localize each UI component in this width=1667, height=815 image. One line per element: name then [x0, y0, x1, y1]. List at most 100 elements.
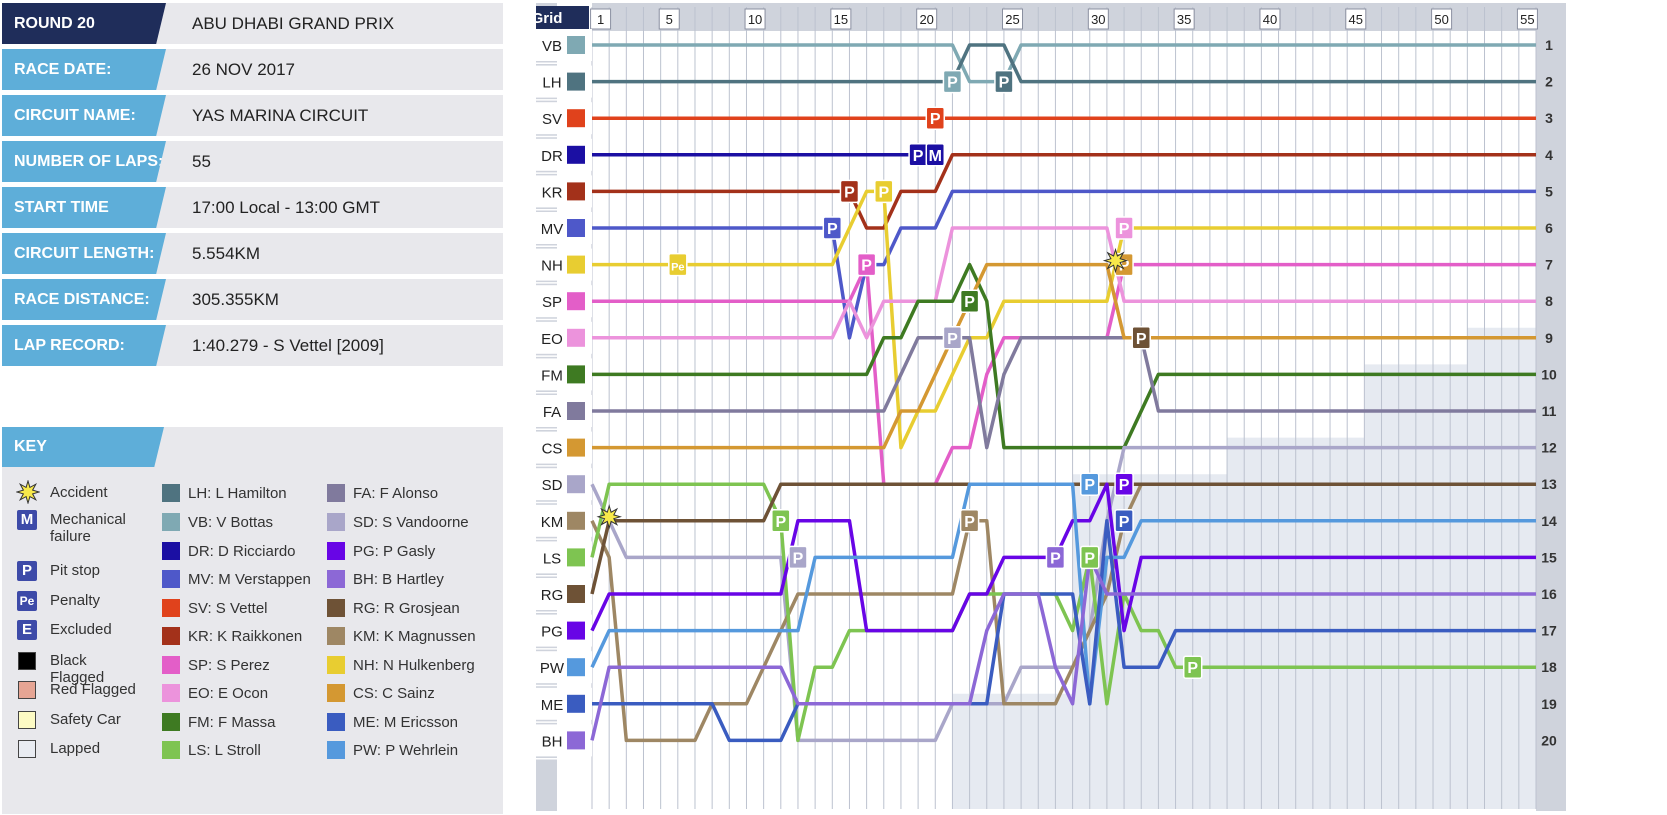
- accident-star-icon: [1102, 247, 1129, 274]
- marker-box: [959, 289, 980, 313]
- driver-swatch: [327, 542, 345, 560]
- lap-tick-box: [744, 8, 766, 30]
- marker-p: P: [874, 179, 894, 204]
- driver-swatch: [327, 570, 345, 588]
- marker-p: P: [1079, 472, 1100, 496]
- marker-label: P: [1119, 514, 1130, 531]
- lap-tick-box: [830, 8, 852, 30]
- driver-swatch: [162, 627, 180, 645]
- key-label: Safety Car: [50, 711, 121, 728]
- driver-swatch: [327, 599, 345, 617]
- info-row: START TIME 17:00 Local - 13:00 GMT: [2, 187, 503, 228]
- grid-driver-swatch: [567, 621, 585, 640]
- marker-box: [1114, 472, 1134, 496]
- marker-box: [668, 252, 688, 277]
- position-label-right: 13: [1541, 476, 1557, 492]
- lap-tick-label: 55: [1520, 12, 1534, 27]
- marker-pe: Pe: [668, 252, 688, 277]
- grid-driver-code: MV: [541, 221, 564, 238]
- lap-tick-label: 30: [1091, 12, 1105, 27]
- lap-tick-label: 1: [597, 12, 604, 27]
- position-label-right: 6: [1545, 220, 1553, 236]
- key-label: Accident: [50, 484, 108, 501]
- driver-label: PW: P Wehrlein: [353, 742, 459, 759]
- marker-p: P: [1182, 655, 1203, 679]
- marker-label: P: [947, 75, 958, 92]
- grid-driver-swatch: [567, 475, 585, 494]
- info-row: NUMBER OF LAPS: 55: [2, 141, 503, 182]
- marker-label: P: [947, 331, 958, 348]
- driver-label: MV: M Verstappen: [188, 571, 311, 588]
- grid-driver-swatch: [567, 511, 585, 530]
- info-row: LAP RECORD: 1:40.279 - S Vettel [2009]: [2, 325, 503, 366]
- grid-driver-swatch: [567, 72, 585, 91]
- key-panel: KEY Accident M Mechanical failure P Pit stop…: [2, 427, 503, 814]
- driver-label: SV: S Vettel: [188, 600, 268, 617]
- position-label-right: 1: [1545, 37, 1553, 53]
- grid-driver-code: EO: [541, 331, 563, 348]
- marker-box: [1114, 509, 1134, 533]
- driver-swatch: [327, 513, 345, 531]
- driver-swatch: [162, 484, 180, 502]
- grid-driver-swatch: [567, 328, 585, 347]
- marker-m: M: [925, 143, 946, 167]
- info-row: RACE DATE: 26 NOV 2017: [2, 49, 503, 90]
- grid-driver-code: KR: [542, 184, 563, 201]
- grid-driver-code: LS: [543, 550, 561, 567]
- driver-swatch: [327, 656, 345, 674]
- marker-label: P: [1119, 258, 1130, 275]
- position-label-right: 19: [1541, 696, 1557, 712]
- key-label: Excluded: [50, 621, 112, 638]
- series-line-lh: [592, 43, 1536, 84]
- key-label: Red Flagged: [50, 681, 136, 698]
- driver-label: SP: S Perez: [188, 657, 270, 674]
- info-label: CIRCUIT NAME:: [2, 95, 166, 136]
- marker-label: P: [1187, 660, 1198, 677]
- driver-swatch: [162, 713, 180, 731]
- race-info-panel: ROUND 20 ABU DHABI GRAND PRIX RACE DATE: 26…: [2, 3, 503, 371]
- marker-box: [959, 509, 980, 533]
- position-label-right: 18: [1541, 659, 1557, 675]
- grid-driver-swatch: [567, 731, 585, 750]
- marker-box: [856, 252, 877, 277]
- series-line-pg: [590, 482, 1536, 633]
- lap-tick-label: 15: [834, 12, 848, 27]
- marker-label: P: [999, 75, 1010, 92]
- info-value: ABU DHABI GRAND PRIX: [192, 14, 395, 33]
- marker-box: [1079, 472, 1100, 496]
- grid-driver-swatch: [567, 438, 585, 457]
- grid-driver-code: FM: [541, 367, 563, 384]
- series-line-km: [590, 482, 1536, 743]
- driver-label: CS: C Sainz: [353, 685, 435, 702]
- key-label: Penalty: [50, 592, 101, 609]
- marker-box: [822, 216, 843, 240]
- grid-driver-swatch: [567, 145, 585, 164]
- marker-box: [839, 179, 860, 204]
- marker-box: [1079, 545, 1100, 570]
- marker-box: [925, 143, 946, 167]
- info-label: RACE DATE:: [2, 49, 166, 90]
- series-line-mv: [592, 189, 1536, 340]
- driver-label: FA: F Alonso: [353, 485, 439, 502]
- marker-box: [1114, 216, 1134, 240]
- marker-box: [1131, 326, 1151, 350]
- key-title: KEY: [2, 427, 164, 467]
- marker-box: [771, 509, 791, 533]
- position-label-right: 16: [1541, 586, 1557, 602]
- lap-tick-box: [658, 8, 680, 30]
- marker-p: P: [1114, 216, 1134, 240]
- marker-label: P: [878, 184, 889, 201]
- position-label-right: 9: [1545, 330, 1553, 346]
- mechanical-badge-icon: M: [17, 510, 37, 530]
- marker-p: P: [942, 326, 963, 350]
- driver-swatch: [327, 684, 345, 702]
- driver-swatch: [327, 627, 345, 645]
- marker-p: P: [959, 509, 980, 533]
- key-swatch: [18, 711, 36, 729]
- marker-label: P: [861, 258, 872, 275]
- driver-swatch: [162, 599, 180, 617]
- info-value: 5.554KM: [192, 244, 261, 263]
- marker-label: P: [964, 294, 975, 311]
- grid-driver-code: NH: [541, 258, 563, 275]
- lap-tick-box: [590, 8, 612, 30]
